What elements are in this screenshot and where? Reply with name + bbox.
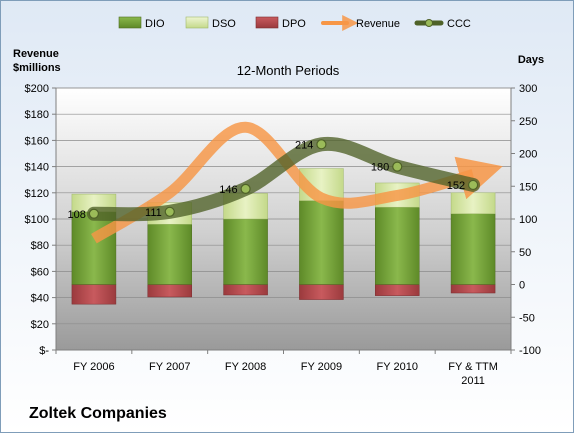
right-tick-label: 300	[519, 83, 537, 95]
axes: $- $20 $40 $60 $80 $100 $120 $140 $160 $180 $200 -1…	[25, 83, 542, 387]
chart-title: 12-Month Periods	[237, 63, 340, 78]
left-axis-title-line-1: Revenue	[13, 48, 59, 60]
legend-label-revenue: Revenue	[356, 18, 400, 30]
ccc-data-label: 108	[68, 209, 86, 221]
ccc-point	[316, 139, 327, 150]
ccc-point	[240, 183, 251, 194]
bar-dpo	[299, 284, 344, 300]
x-tick-label: FY & TTM	[448, 361, 498, 373]
left-axis-title-line-2: $millions	[13, 62, 61, 74]
bar-dpo	[223, 284, 268, 296]
bar-dio	[375, 206, 420, 285]
ccc-point	[467, 179, 479, 191]
right-tick-label: 0	[519, 280, 525, 292]
legend-marker-ccc	[425, 19, 433, 27]
bar-dio	[299, 200, 344, 285]
right-tick-label: 100	[519, 214, 537, 226]
bar-dpo	[71, 284, 117, 305]
ccc-data-label: 146	[219, 184, 237, 196]
right-tick-label: -50	[519, 312, 535, 324]
left-tick-label: $40	[31, 293, 49, 305]
bar-dio	[223, 218, 268, 285]
right-tick-label: 50	[519, 247, 531, 259]
x-tick-label: FY 2007	[149, 361, 190, 373]
bar-dio	[147, 223, 192, 285]
company-name: Zoltek Companies	[29, 405, 167, 422]
ccc-data-label: 214	[295, 139, 313, 151]
left-tick-label: $100	[25, 214, 49, 226]
bar-series	[71, 168, 496, 305]
x-tick-label: FY 2006	[73, 361, 114, 373]
left-tick-label: $180	[25, 109, 49, 121]
legend-swatch-dpo	[255, 16, 279, 29]
bar-dpo	[147, 284, 192, 298]
ccc-data-label: 111	[145, 207, 162, 219]
right-tick-label: 150	[519, 181, 537, 193]
left-tick-label: $80	[31, 240, 49, 252]
right-tick-label: 200	[519, 149, 537, 161]
bar-dio	[71, 211, 117, 285]
legend-label-dso: DSO	[212, 18, 236, 30]
x-tick-label: FY 2008	[225, 361, 266, 373]
left-tick-label: $120	[25, 188, 49, 200]
ccc-point	[88, 208, 100, 219]
legend-label-dio: DIO	[145, 18, 165, 30]
gridlines	[56, 87, 511, 325]
left-tick-label: $60	[31, 266, 49, 278]
left-tick-label: $160	[25, 135, 49, 147]
left-tick-label: $20	[31, 319, 49, 331]
bar-dpo	[375, 284, 420, 296]
left-tick-label: $-	[39, 345, 49, 357]
x-tick-label: 2011	[461, 375, 485, 387]
ccc-data-label: 180	[371, 162, 389, 174]
ccc-data-label: 152	[447, 180, 465, 192]
bar-dpo	[450, 284, 496, 294]
legend-label-dpo: DPO	[282, 18, 306, 30]
x-tick-label: FY 2010	[377, 361, 418, 373]
ccc-point	[164, 206, 175, 217]
right-tick-label: -100	[519, 345, 541, 357]
legend: DIO DSO DPO Revenue CCC	[118, 15, 471, 31]
legend-swatch-dso	[185, 16, 209, 29]
right-tick-label: 250	[519, 116, 537, 128]
revenue-line	[91, 121, 503, 244]
bar-dso	[450, 192, 496, 215]
line-series: 108 111 146 214 180 152	[68, 121, 503, 244]
legend-swatch-dio	[118, 16, 142, 29]
ccc-point	[392, 161, 403, 172]
bar-dio	[450, 213, 496, 285]
left-tick-label: $140	[25, 162, 49, 174]
legend-label-ccc: CCC	[447, 18, 471, 30]
x-tick-label: FY 2009	[301, 361, 342, 373]
right-axis-title: Days	[518, 54, 544, 66]
left-tick-label: $200	[25, 83, 49, 95]
